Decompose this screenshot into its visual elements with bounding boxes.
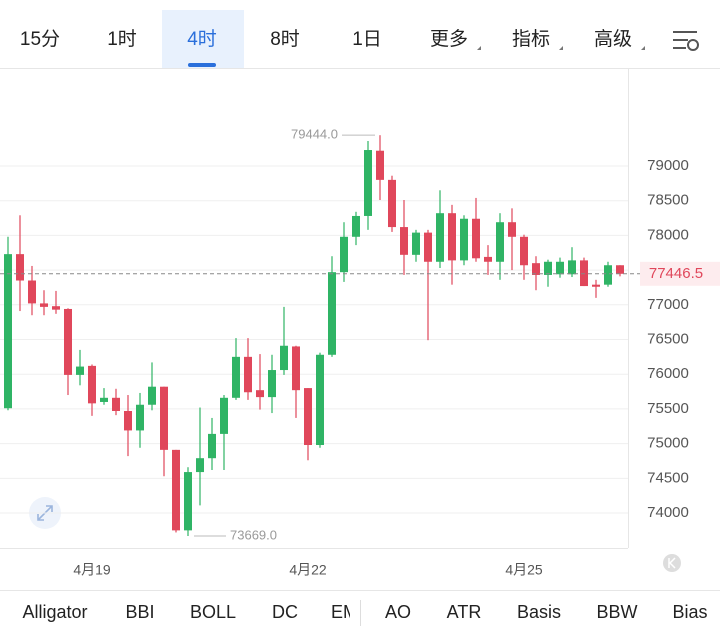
indicator[interactable]: BBW [596,602,637,622]
candle-body [184,472,192,531]
candle-body [196,458,204,473]
x-tick-label: 4月22 [289,562,327,578]
y-tick-label: 78500 [647,192,689,209]
candle-body [352,215,360,237]
candle-body [76,366,84,375]
candle-body [304,388,312,446]
candle-body [544,261,552,275]
candle-body [496,222,504,262]
high-label: 79444.0 [291,127,338,142]
candle-body [400,227,408,255]
tab[interactable]: 15分 [20,28,60,50]
candle-body [268,370,276,398]
candle-body [388,179,396,228]
tab[interactable]: 1时 [107,28,137,50]
candle-body [292,346,300,391]
candle-body [568,260,576,275]
candle-body [64,308,72,375]
indicator[interactable]: ATR [447,602,482,622]
tab[interactable]: 1日 [352,29,382,50]
dropdown-mark [641,46,645,50]
candle-body [340,236,348,273]
candle-body [88,365,96,404]
indicator[interactable]: DC [272,602,298,622]
candle-body [592,284,600,287]
candle-body [172,449,180,531]
dropdown-mark [559,46,563,50]
tab[interactable]: 更多 [430,28,468,50]
candle-body [4,254,12,409]
indicator[interactable]: AO [385,602,411,622]
candle-body [124,410,132,431]
candle-body [16,254,24,281]
candle-body [376,150,384,180]
candle-body [316,354,324,446]
candle-body [208,433,216,459]
y-tick-label: 76000 [647,365,689,382]
tab[interactable]: 高级 [594,28,632,50]
y-tick-label: 79000 [647,157,689,174]
tab[interactable]: 4时 [187,28,217,50]
candle-body [148,386,156,405]
indicator[interactable]: EMA [331,602,370,622]
candle-body [424,232,432,262]
candle-body [100,397,108,402]
tab[interactable]: 指标 [512,28,550,50]
x-tick-label: 4月19 [73,562,111,578]
y-tick-label: 74500 [647,469,689,486]
candle-body [412,232,420,255]
active-tab-underline [188,63,216,67]
candle-body [328,272,336,355]
candle-body [280,345,288,371]
scroll-button[interactable] [663,554,681,572]
candle-body [40,303,48,307]
dropdown-mark [477,46,481,50]
candle-body [520,236,528,266]
candle-body [604,265,612,285]
y-tick-label: 77000 [647,296,689,313]
candle-body [436,213,444,262]
indicator[interactable]: BOLL [190,602,236,622]
y-tick-label: 75000 [647,435,689,452]
candle-body [508,222,516,237]
candle-body [364,150,372,216]
last-price-label: 77446.5 [649,265,703,282]
candle-body [484,256,492,262]
candle-body [112,397,120,411]
x-tick-label: 4月25 [505,562,543,578]
y-tick-label: 74000 [647,504,689,521]
candle-body [28,280,36,304]
indicator[interactable]: Alligator [22,602,87,622]
candle-body [556,261,564,275]
candle-body [256,390,264,398]
candle-body [580,260,588,287]
candle-body [448,213,456,261]
candle-body [52,306,60,310]
tab[interactable]: 8时 [270,28,300,50]
candle-body [160,386,168,450]
candle-body [532,263,540,275]
y-tick-label: 76500 [647,330,689,347]
candle-body [616,265,624,274]
candle-body [472,218,480,259]
candle-body [244,356,252,393]
last-price-box [640,261,720,286]
settings-icon[interactable] [673,31,699,51]
active-tab-bg [162,10,244,68]
candle-body [220,397,228,434]
candle-body [460,218,468,261]
indicator[interactable]: Basis [517,602,561,622]
y-tick-label: 78000 [647,226,689,243]
indicator[interactable]: Bias [672,602,707,622]
y-tick-label: 75500 [647,400,689,417]
candle-body [232,356,240,398]
indicator[interactable]: BBI [125,602,154,622]
candle-body [136,404,144,431]
low-label: 73669.0 [230,527,277,542]
